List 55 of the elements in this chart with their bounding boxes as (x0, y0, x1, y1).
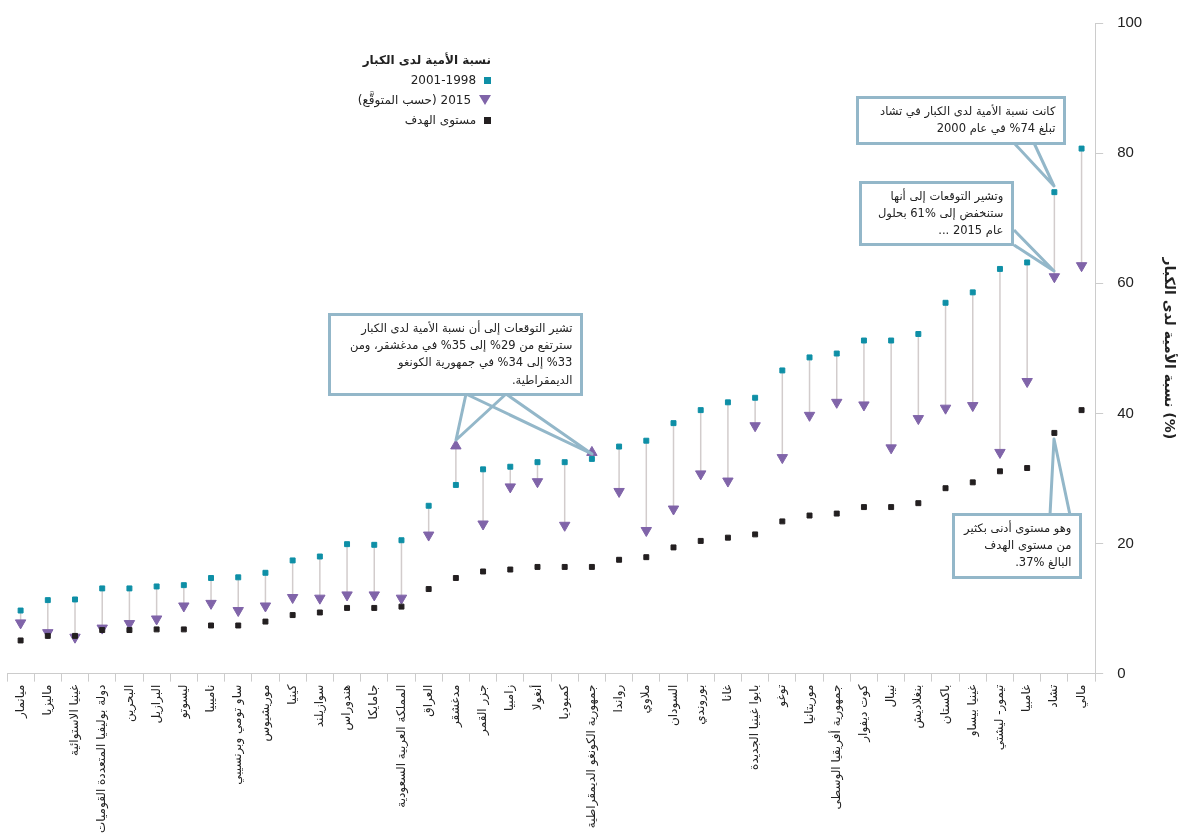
x-tick-label: سوازيلند (311, 684, 327, 728)
x-tick-label: زامبيا (502, 684, 518, 712)
x-tick-label: أنغولا (528, 684, 545, 711)
x-tick-label: ليسوتو (175, 684, 191, 720)
x-tick-label: موريتانيا (801, 684, 817, 725)
x-tick-label: العراق (420, 684, 436, 717)
y-tick-label: 40 (1117, 403, 1134, 421)
x-tick-label: ملاوي (638, 684, 654, 714)
x-tick-label: غامبيا (1019, 684, 1034, 712)
callout-box: وتشير التوقعات إلى أنها ستنخفض إلى %61 بحلول عام 2015 ... (859, 180, 1015, 247)
legend-label: مستوى الهدف (404, 113, 477, 127)
x-tick-label: رواندا (611, 684, 627, 713)
legend-label: 2015 (حسب المتوقَّع) (357, 93, 472, 107)
x-tick-label: بنغلاديش (910, 684, 926, 729)
y-axis-title: نسبة الأمية لدى الكبار (%) (1161, 256, 1178, 440)
x-tick-label: جمهورية الكونغو الديمقراطية (584, 684, 600, 829)
x-tick-label: البحرين (121, 684, 137, 723)
callout-box: كانت نسبة الأمية لدى الكبار في تشاد تبلغ 74% في عام 2000 (856, 96, 1067, 145)
x-tick-label: بوروندي (692, 684, 708, 725)
y-tick-label: 0 (1117, 663, 1126, 681)
x-tick-label: جامايكا (366, 684, 381, 720)
x-tick-label: موريشيوس (257, 684, 273, 742)
x-tick-label: مالي (1073, 684, 1088, 709)
x-tick-label: جزر القمر (475, 684, 491, 736)
y-tick-label: 20 (1117, 533, 1134, 551)
x-tick-label: غينيا الاستوائية (67, 684, 83, 757)
x-tick-label: ساو تومي وبرنسيبي (230, 684, 246, 785)
x-tick-label: جمهورية أفريقيا الوسطى (827, 684, 844, 810)
x-tick-label: ناميبيا (203, 684, 218, 713)
x-tick-label: توغو (774, 684, 790, 708)
x-tick-label: المملكة العربية السعودية (393, 684, 409, 808)
x-tick-label: كمبوديا (556, 684, 572, 720)
x-tick-label: البرازيل (148, 684, 164, 724)
x-tick-label: تيمور- ليشتي (992, 684, 1008, 751)
legend-title: نسبة الأمية لدى الكبار (361, 53, 492, 67)
x-tick-label: بابوا غينيا الجديدة (747, 684, 763, 770)
x-tick-label: السودان (665, 684, 681, 727)
x-tick-label: تشاد (1046, 684, 1061, 708)
x-tick-label: دولة بوليفيا المتعددة القوميات (94, 684, 110, 834)
callout-box: وهو مستوى أدنى بكثير من مستوى الهدف البالغ %37. (952, 512, 1083, 579)
x-tick-label: كينيا (284, 684, 299, 705)
x-tick-label: ميانمار (12, 684, 28, 720)
x-tick-label: غانا (720, 684, 735, 702)
y-tick-label: 80 (1117, 143, 1134, 161)
x-tick-label: كوت ديفوار (856, 684, 872, 743)
x-tick-label: مدغشقر (448, 684, 463, 729)
callout-box: تشير التوقعات إلى أن نسبة الأمية لدى الكبار سترتفع من 29% إلى 35% في مدغشقر، ومن 33% إلى 34% في جمهورية الكونغو الديمقراطية. (328, 312, 584, 396)
y-tick-label: 60 (1117, 273, 1134, 291)
x-tick-label: غينيا بيساو (964, 684, 980, 738)
y-tick-label: 100 (1117, 13, 1143, 31)
x-tick-label: ماليزيا (39, 684, 55, 716)
x-tick-label: نيبال (883, 684, 898, 708)
x-tick-label: هندوراس (339, 684, 355, 731)
x-tick-label: باكستان (937, 684, 952, 725)
legend-label: 2001-1998 (410, 73, 477, 87)
